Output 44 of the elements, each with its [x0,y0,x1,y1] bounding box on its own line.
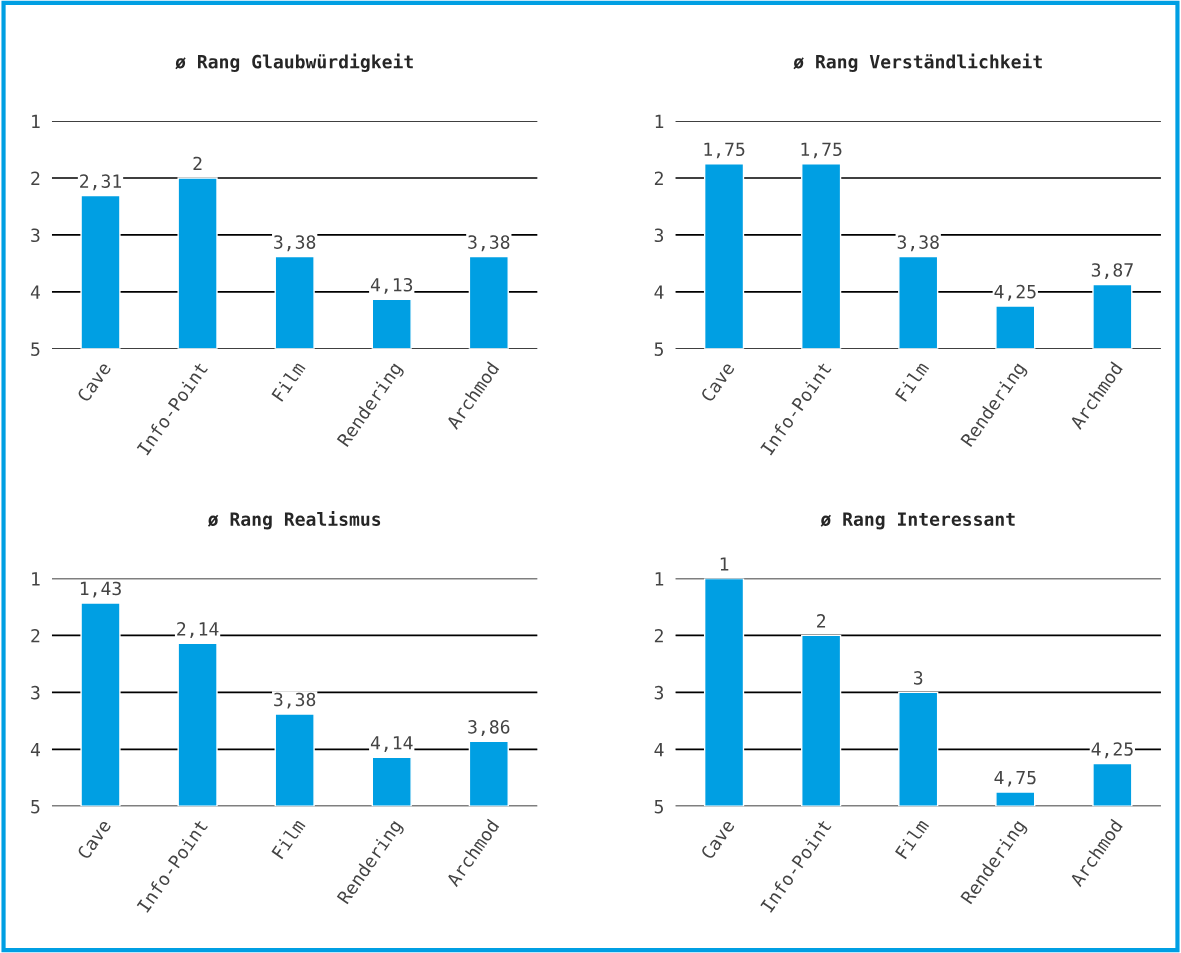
data-label: 4,25 [1091,742,1133,759]
data-label: 2,31 [80,174,122,191]
y-tick-label: 3 [654,685,664,700]
data-label: 3 [914,671,923,685]
y-tick-label: 4 [30,285,40,299]
data-label: 4,14 [370,736,413,752]
data-label: 1 [720,557,729,571]
y-tick-label: 1 [655,572,664,586]
chart-title: ø Rang Interessant [820,512,1015,530]
y-tick-label: 1 [32,572,40,586]
y-tick-label: 5 [31,799,40,814]
chart-title: ø Rang Verständlichkeit [793,53,1042,72]
data-label: 3,87 [1091,263,1133,280]
y-tick-label: 5 [654,799,663,814]
data-label: 1,43 [80,581,121,598]
data-label: 2,14 [177,622,219,638]
y-tick-label: 5 [31,342,40,356]
y-tick-label: 2 [31,628,40,643]
y-tick-label: 2 [654,171,663,185]
y-tick-label: 4 [654,743,664,757]
y-tick-label: 2 [31,171,40,185]
data-label: 3,38 [468,235,510,252]
data-label: 4,75 [994,770,1036,787]
y-tick-label: 3 [31,685,40,700]
y-tick-label: 4 [30,743,40,757]
data-label: 4,25 [994,284,1036,301]
y-tick-label: 2 [654,628,663,643]
data-label: 3,38 [274,235,316,252]
data-label: 3,38 [274,692,316,709]
y-tick-label: 5 [654,342,663,356]
data-label: 1,75 [801,142,842,159]
chart-title: ø Rang Glaubwürdigkeit [175,53,413,72]
data-label: 3,38 [897,235,939,252]
y-tick-label: 3 [31,228,40,243]
data-label: 2 [817,614,826,628]
data-label: 3,86 [468,720,510,736]
data-label: 2 [193,156,202,171]
y-tick-label: 1 [655,114,664,128]
data-label: 1,75 [704,142,745,159]
y-tick-label: 1 [32,114,40,128]
y-tick-label: 4 [654,285,664,299]
chart-title: ø Rang Realismus [207,511,381,530]
data-label: 4,13 [370,277,413,294]
y-tick-label: 3 [654,228,664,243]
